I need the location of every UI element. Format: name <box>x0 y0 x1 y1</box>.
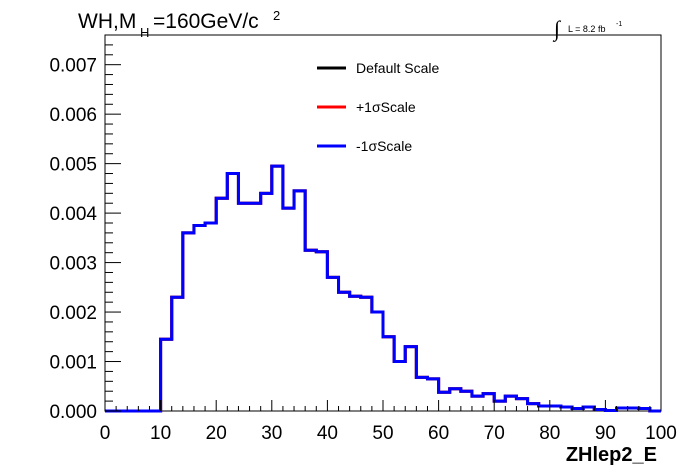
legend: Default Scale +1σScale -1σScale <box>317 60 439 154</box>
x-tick-label: 50 <box>372 423 393 444</box>
title-prefix: WH,M <box>78 10 136 33</box>
integral-symbol: ∫ <box>552 16 562 42</box>
ticks-layer <box>104 34 662 412</box>
legend-label-default: Default Scale <box>356 60 439 76</box>
y-tick-label: 0.001 <box>49 353 97 374</box>
y-tick-label: 0.003 <box>49 254 97 275</box>
x-tick-label: 80 <box>539 423 560 444</box>
chart-title: WH,M <box>78 10 136 33</box>
y-tick-label: 0.007 <box>49 56 97 77</box>
y-tick-label: 0.006 <box>49 105 97 126</box>
x-tick-label: 70 <box>484 423 505 444</box>
x-tick-label: 60 <box>428 423 449 444</box>
x-tick-label: 100 <box>645 423 677 444</box>
x-axis-title: ZHlep2_E <box>566 444 657 466</box>
series-layer <box>105 164 661 413</box>
x-tick-label: 90 <box>595 423 616 444</box>
y-tick-label: 0.002 <box>49 303 97 324</box>
x-tick-labels: 0 10 20 30 40 50 60 70 80 90 100 <box>100 423 677 444</box>
x-tick-label: 40 <box>317 423 338 444</box>
lumi-text: L = 8.2 fb <box>568 24 605 34</box>
y-tick-label: 0.005 <box>49 155 97 176</box>
series-line-2 <box>105 164 661 413</box>
title-superscript: 2 <box>273 8 280 23</box>
title-mid: =160GeV/c <box>153 10 259 33</box>
x-tick-label: 30 <box>261 423 282 444</box>
y-tick-label: 0.000 <box>49 402 97 423</box>
legend-label-plus: +1σScale <box>356 99 416 115</box>
x-tick-label: 20 <box>206 423 227 444</box>
x-tick-label: 0 <box>100 423 111 444</box>
y-tick-labels: 0.000 0.001 0.002 0.003 0.004 0.005 0.006 0.007 <box>49 56 97 423</box>
legend-label-minus: -1σScale <box>356 138 412 154</box>
x-tick-label: 10 <box>150 423 171 444</box>
lumi-superscript: -1 <box>616 21 622 28</box>
y-tick-label: 0.004 <box>49 204 97 225</box>
title-subscript: H <box>140 25 149 40</box>
